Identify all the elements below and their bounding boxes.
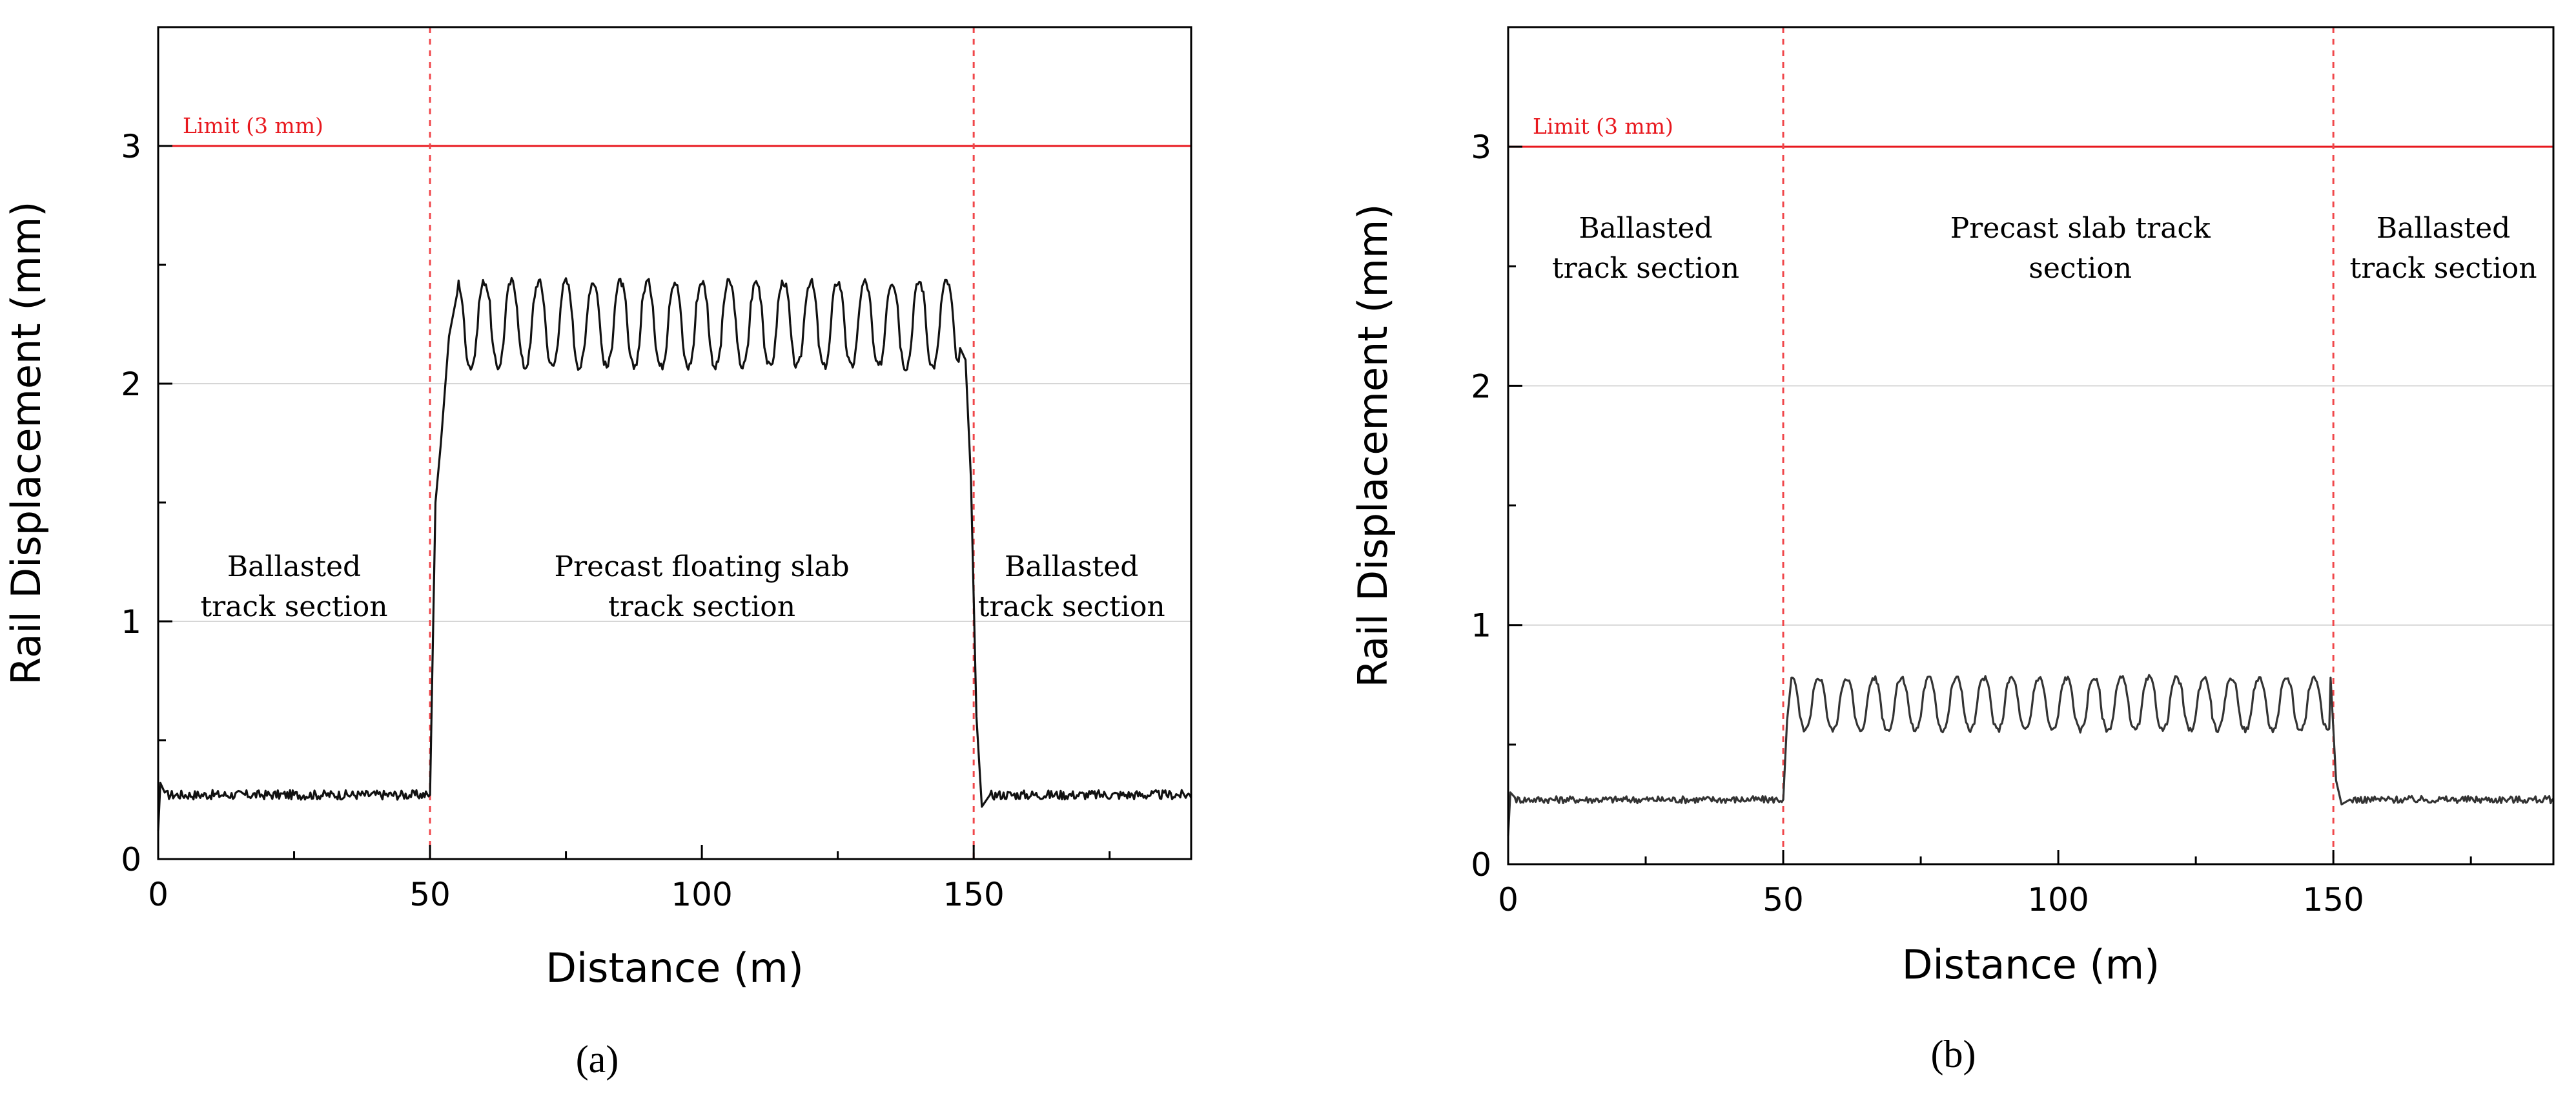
panel-b-region-label-1: Precast slab track — [1950, 212, 2211, 245]
panel-a-xtick-label: 0 — [148, 876, 169, 913]
panel-b-x-axis-title: Distance (m) — [1902, 941, 2160, 988]
panel-a-xtick-label: 50 — [409, 876, 451, 913]
panel-b-region-label-0: Ballasted — [1579, 212, 1712, 245]
panel-a-plot-frame — [157, 26, 1192, 860]
panel-b-region-label-2: track section — [2350, 252, 2537, 285]
panel-a-series-line — [157, 276, 1192, 831]
chart-panel-a: Limit (3 mm) 0 1 2 3 0 50 100 150 Ballasted track … — [3, 26, 1192, 1081]
panel-b-caption: (b) — [1931, 1033, 1976, 1075]
panel-b-xtick-label: 0 — [1498, 881, 1518, 918]
panel-b-ytick-label: 1 — [1471, 607, 1491, 645]
panel-a-xtick-label: 150 — [943, 876, 1004, 913]
panel-b-series-line — [1507, 674, 2554, 836]
panel-a-region-label-0: Ballasted — [227, 550, 361, 583]
panel-b-xtick-label: 150 — [2302, 881, 2364, 918]
panel-a-ytick-label: 0 — [121, 841, 141, 878]
panel-a-region-label-2: Ballasted — [1005, 550, 1138, 583]
panel-a-limit-label: Limit (3 mm) — [183, 113, 323, 138]
panel-a-ytick-label: 2 — [121, 366, 141, 403]
panel-b-limit-label: Limit (3 mm) — [1533, 114, 1673, 139]
panel-b-ytick-label: 0 — [1471, 846, 1491, 884]
panel-a-ytick-label: 1 — [121, 603, 141, 641]
panel-b-plot-frame — [1507, 26, 2555, 865]
panel-b-ytick-label: 2 — [1471, 368, 1491, 405]
panel-a-y-axis-title: Rail Displacement (mm) — [3, 202, 50, 685]
panel-a-x-axis-title: Distance (m) — [546, 944, 804, 991]
chart-panel-b: Limit (3 mm) 0 1 2 3 0 50 100 150 Ballasted track … — [1349, 26, 2555, 1075]
panel-a-caption: (a) — [576, 1038, 619, 1081]
panel-a-region-label-1: Precast floating slab — [555, 550, 850, 583]
panel-b-y-axis-title: Rail Displacement (mm) — [1349, 204, 1396, 688]
panel-b-region-label-0: track section — [1552, 252, 1739, 285]
panel-a-ytick-label: 3 — [121, 128, 141, 165]
panel-a-region-label-1: track section — [608, 590, 795, 623]
panel-a-region-label-2: track section — [978, 590, 1165, 623]
panel-b-xtick-label: 100 — [2027, 881, 2089, 918]
panel-a-region-label-0: track section — [200, 590, 387, 623]
panel-b-xtick-label: 50 — [1763, 881, 1804, 918]
panel-b-region-label-2: Ballasted — [2377, 212, 2510, 245]
panel-b-ytick-label: 3 — [1471, 129, 1491, 166]
panel-a-xtick-label: 100 — [671, 876, 732, 913]
panel-b-region-label-1: section — [2029, 252, 2132, 285]
